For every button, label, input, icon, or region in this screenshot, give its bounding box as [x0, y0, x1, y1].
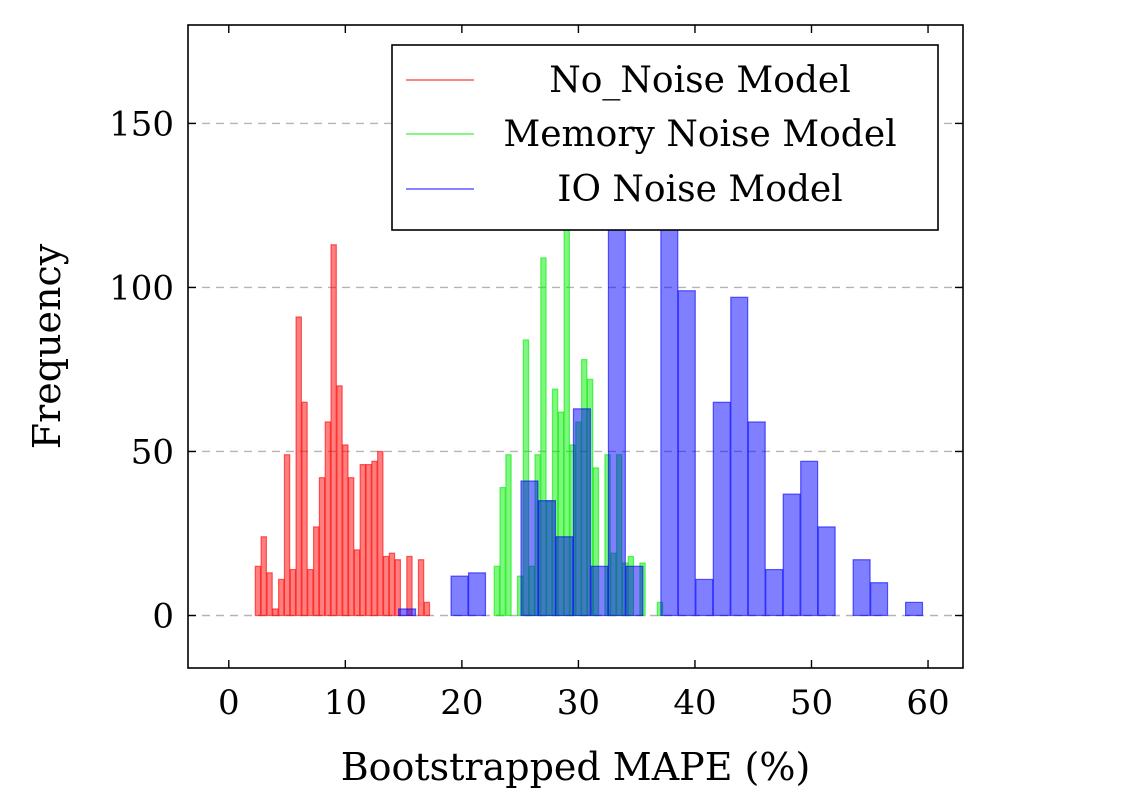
histogram-bar	[555, 536, 574, 617]
histogram-bar	[520, 480, 539, 617]
x-tick-label: 60	[906, 683, 949, 723]
x-tick-label: 40	[673, 683, 716, 723]
histogram-bar	[289, 568, 297, 617]
histogram-bar	[365, 464, 372, 617]
histogram-bar	[406, 555, 413, 617]
histogram-bar	[347, 477, 355, 617]
histogram-bar	[747, 421, 766, 617]
histogram-bar	[712, 401, 731, 617]
series-0-bars	[254, 244, 431, 617]
histogram-bar	[765, 568, 784, 617]
x-tick-label: 20	[440, 683, 483, 723]
histogram-bar	[607, 221, 626, 617]
x-tick-label: 10	[324, 683, 367, 723]
series-2-bars	[398, 221, 924, 617]
histogram-bar	[677, 290, 696, 617]
histogram-bars	[254, 221, 924, 617]
legend: No_Noise Model Memory Noise Model IO Noise…	[391, 44, 939, 231]
histogram-bar	[336, 385, 343, 617]
histogram-bar	[388, 552, 396, 617]
histogram-bar	[398, 608, 417, 617]
histogram-bar	[353, 549, 361, 617]
histogram-bar	[307, 568, 314, 617]
histogram-bar	[301, 401, 308, 617]
x-tick-label: 30	[557, 683, 600, 723]
histogram-bar	[537, 500, 556, 617]
histogram-bar	[260, 536, 267, 617]
y-tick-label: 150	[109, 104, 174, 144]
histogram-bar	[377, 450, 384, 617]
legend-entry-label: Memory Noise Model	[503, 114, 896, 155]
histogram-bar	[572, 408, 591, 617]
histogram-bar	[371, 460, 378, 617]
x-axis-label: Bootstrapped MAPE (%)	[341, 745, 811, 789]
histogram-bar	[870, 582, 889, 617]
histogram-bar	[505, 454, 512, 617]
histogram-bar	[278, 578, 285, 617]
histogram-bar	[590, 565, 609, 617]
histogram-bar	[905, 601, 924, 617]
x-tick-label: 50	[790, 683, 833, 723]
histogram-bar	[382, 555, 390, 617]
histogram-bar	[660, 221, 679, 617]
histogram-bar	[852, 559, 871, 617]
histogram-bar	[359, 464, 367, 617]
axis-ticks: 0 10 20 30 40 50 60 0 50 100 150	[109, 25, 963, 723]
histogram-bar	[499, 486, 506, 617]
histogram-bar	[272, 608, 279, 617]
histogram-bar	[330, 244, 337, 617]
histogram-bar	[817, 526, 836, 617]
histogram-bar	[625, 565, 644, 617]
histogram-bar	[800, 460, 819, 617]
histogram-bar	[782, 493, 801, 617]
histogram-bar	[417, 559, 425, 617]
histogram-bar	[254, 565, 262, 617]
histogram-bar	[493, 565, 501, 617]
y-tick-label: 100	[109, 268, 174, 308]
histogram-bar	[266, 572, 273, 617]
histogram-bar	[342, 444, 349, 617]
histogram-bar	[394, 559, 401, 617]
plot-area-frame	[187, 24, 964, 669]
histogram-bar	[324, 421, 332, 617]
histogram-bar	[295, 316, 302, 617]
histogram-bar	[318, 477, 326, 617]
legend-box	[391, 44, 939, 231]
legend-entry-label: IO Noise Model	[557, 169, 843, 210]
histogram-bar	[695, 578, 714, 617]
histogram-bar	[450, 575, 469, 617]
y-tick-label: 0	[152, 597, 174, 637]
histogram-bar	[467, 572, 487, 617]
legend-entry-label: No_Noise Model	[549, 60, 850, 101]
y-axis-label: Frequency	[25, 243, 69, 449]
histogram-bar	[730, 296, 749, 617]
histogram-bar	[423, 601, 431, 617]
histogram-bar	[283, 454, 291, 617]
y-tick-label: 50	[131, 432, 174, 472]
histogram-bar	[312, 526, 320, 617]
x-tick-label: 0	[218, 683, 240, 723]
